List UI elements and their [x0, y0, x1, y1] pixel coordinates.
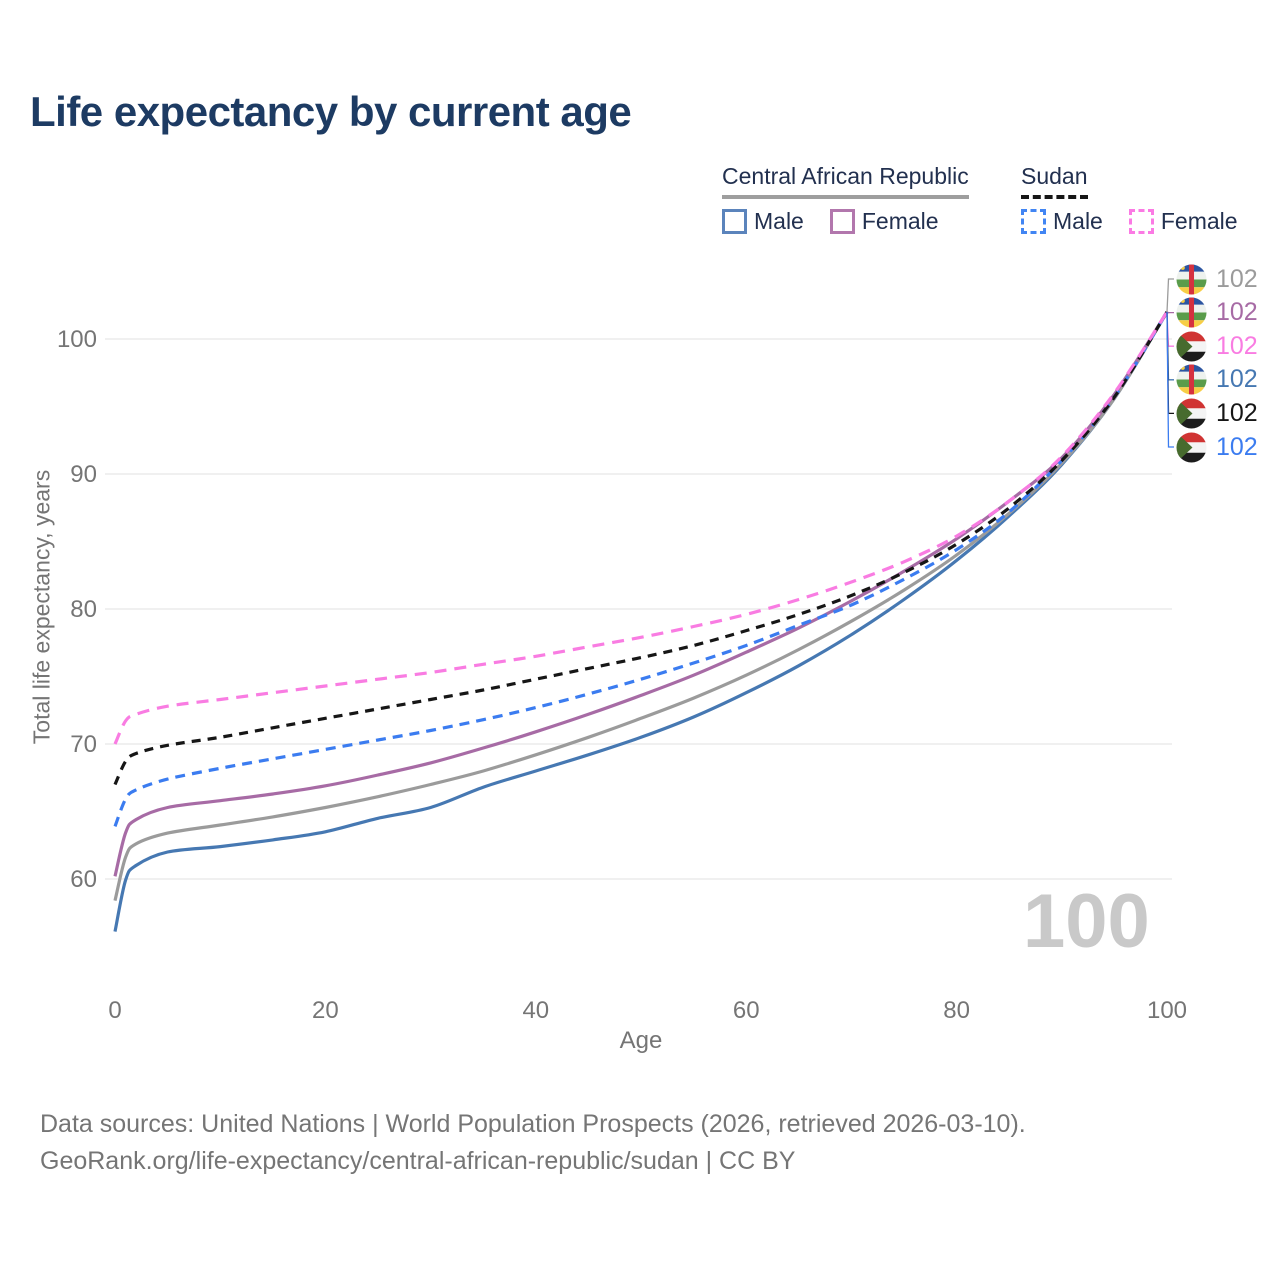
- y-tick-label: 70: [70, 731, 97, 758]
- leader-line-car_total: [1166, 278, 1174, 313]
- footer-sources-line: Data sources: United Nations | World Pop…: [40, 1110, 1026, 1138]
- end-label-row-car_total[interactable]: 102: [1176, 263, 1258, 296]
- y-axis-title: Total life expectancy, years: [28, 469, 55, 745]
- x-tick-label: 0: [108, 997, 121, 1024]
- series-line-sudan_total[interactable]: [113, 311, 1169, 786]
- x-tick-label: 40: [522, 997, 549, 1024]
- end-label-row-sudan_total[interactable]: 102: [1176, 397, 1258, 430]
- central-african-republic-flag-icon: [1176, 263, 1207, 295]
- end-label-row-car_female[interactable]: 102: [1176, 296, 1258, 329]
- footer-url-line: GeoRank.org/life-expectancy/central-afri…: [40, 1147, 796, 1175]
- x-tick-label: 80: [943, 997, 970, 1024]
- legend-item-label: Male: [1053, 208, 1103, 234]
- end-label-row-sudan_female[interactable]: 102: [1176, 330, 1258, 363]
- x-tick-label: 20: [312, 997, 339, 1024]
- y-tick-label: 60: [70, 866, 97, 893]
- legend-group-sudan: Sudan Male Female: [1021, 163, 1238, 235]
- series-line-sudan_male[interactable]: [113, 311, 1169, 827]
- y-tick-label: 90: [70, 461, 97, 488]
- legend-item-label: Male: [754, 208, 804, 234]
- series-line-car_total[interactable]: [113, 311, 1169, 901]
- end-label-value: 102: [1216, 432, 1258, 461]
- series-line-car_male[interactable]: [113, 311, 1169, 932]
- car-male-swatch-icon: [722, 209, 747, 234]
- sudan-female-swatch-icon: [1128, 209, 1154, 234]
- series-line-car_female[interactable]: [113, 311, 1169, 877]
- central-african-republic-flag-icon: [1176, 364, 1207, 395]
- sudan-flag-icon: [1176, 331, 1207, 362]
- y-tick-label: 80: [70, 596, 97, 623]
- end-label-row-car_male[interactable]: 102: [1176, 363, 1258, 396]
- legend-item-car-female[interactable]: Female: [829, 208, 939, 235]
- x-tick-label: 100: [1147, 997, 1187, 1024]
- end-label-value: 102: [1216, 331, 1258, 360]
- end-label-value: 102: [1216, 398, 1258, 427]
- sudan-male-swatch-icon: [1021, 209, 1046, 234]
- footer: Data sources: United Nations | World Pop…: [40, 1106, 1026, 1180]
- legend-item-sudan-male[interactable]: Male: [1021, 208, 1103, 235]
- end-label-value: 102: [1216, 298, 1258, 327]
- sudan-flag-icon: [1176, 431, 1207, 463]
- leader-line-sudan_male: [1166, 311, 1174, 448]
- legend-item-label: Female: [1160, 208, 1238, 234]
- end-label-value: 102: [1216, 264, 1258, 293]
- page-title: Life expectancy by current age: [30, 88, 632, 135]
- x-tick-label: 60: [733, 997, 760, 1024]
- leader-line-car_female: [1166, 311, 1174, 314]
- legend-item-sudan-female[interactable]: Female: [1128, 208, 1238, 235]
- legend-country-label-sudan: Sudan: [1021, 163, 1088, 199]
- y-tick-label: 100: [57, 326, 97, 353]
- series-line-sudan_female[interactable]: [113, 311, 1169, 745]
- legend-item-label: Female: [861, 208, 939, 234]
- end-label-row-sudan_male[interactable]: 102: [1176, 431, 1258, 464]
- legend-country-label-car: Central African Republic: [722, 163, 969, 199]
- legend-item-car-male[interactable]: Male: [722, 208, 804, 235]
- car-female-swatch-icon: [829, 209, 855, 234]
- x-axis-title: Age: [619, 1027, 663, 1054]
- end-label-value: 102: [1216, 365, 1258, 394]
- sudan-flag-icon: [1176, 398, 1207, 429]
- legend-group-central-african-republic: Central African Republic Male Female: [722, 163, 969, 235]
- central-african-republic-flag-icon: [1176, 297, 1207, 328]
- watermark-100: 100: [1023, 879, 1150, 964]
